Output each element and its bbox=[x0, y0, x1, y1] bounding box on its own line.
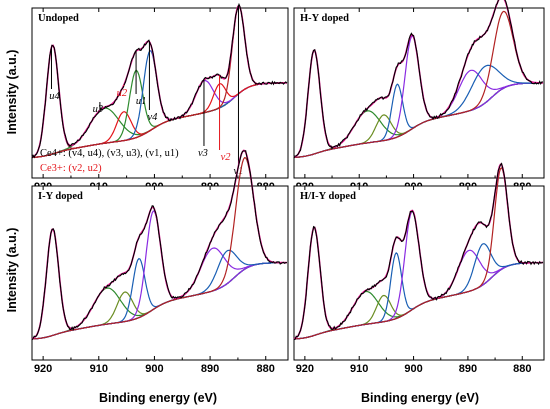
peak-label-v1: v1 bbox=[234, 166, 244, 177]
chart-frame bbox=[293, 7, 545, 179]
x-tick-label: 880 bbox=[513, 363, 531, 375]
measured-spectrum bbox=[293, 162, 544, 340]
y-axis-label-bottom: Intensity (a.u.) bbox=[5, 228, 19, 313]
peak-label-u4: u4 bbox=[49, 91, 60, 102]
chart-panel-4: 920 910 900 890 880 H/I-Y doped bbox=[293, 162, 545, 375]
peak-label-v4: v4 bbox=[147, 112, 158, 123]
panel-title: H/I-Y doped bbox=[300, 191, 356, 202]
panel-title: I-Y doped bbox=[38, 191, 83, 202]
panel-title: Undoped bbox=[38, 13, 79, 24]
chart-frame bbox=[293, 185, 545, 361]
measured-spectrum bbox=[31, 150, 287, 341]
x-tick-label: 880 bbox=[257, 363, 275, 375]
fit-component-8 bbox=[31, 157, 287, 340]
measured-spectrum bbox=[293, 0, 543, 159]
x-tick-label: 920 bbox=[34, 363, 52, 375]
peak-label-v3: v3 bbox=[198, 148, 208, 159]
x-tick-label: 900 bbox=[404, 363, 422, 375]
legend-line-2: Ce3+: (v2, u2) bbox=[40, 163, 102, 174]
y-axis-label-top: Intensity (a.u.) bbox=[5, 50, 19, 135]
x-tick-label: 890 bbox=[201, 363, 219, 375]
x-tick-label: 910 bbox=[350, 363, 368, 375]
peak-label-u3: u3 bbox=[93, 104, 104, 115]
peak-label-v2: v2 bbox=[221, 152, 232, 163]
x-tick-label: 900 bbox=[145, 363, 163, 375]
measured-spectrum bbox=[31, 2, 288, 159]
peak-label-u2: u2 bbox=[117, 88, 128, 99]
x-axis-label-right: Binding energy (eV) bbox=[361, 391, 479, 405]
x-tick-label: 920 bbox=[296, 363, 314, 375]
x-axis-label-left: Binding energy (eV) bbox=[99, 391, 217, 405]
panel-title: H-Y doped bbox=[300, 13, 349, 24]
fit-component-8 bbox=[293, 10, 543, 158]
legend-line-1: Ce4+: (v4, u4), (v3, u3), (v1, u1) bbox=[40, 148, 179, 159]
chart-frame bbox=[31, 185, 289, 361]
chart-panel-3: 920 910 900 890 880 I-Y doped bbox=[31, 149, 289, 375]
x-tick-label: 890 bbox=[459, 363, 477, 375]
fit-component-8 bbox=[293, 167, 543, 340]
peak-label-u1: u1 bbox=[136, 96, 147, 107]
x-tick-label: 910 bbox=[90, 363, 108, 375]
